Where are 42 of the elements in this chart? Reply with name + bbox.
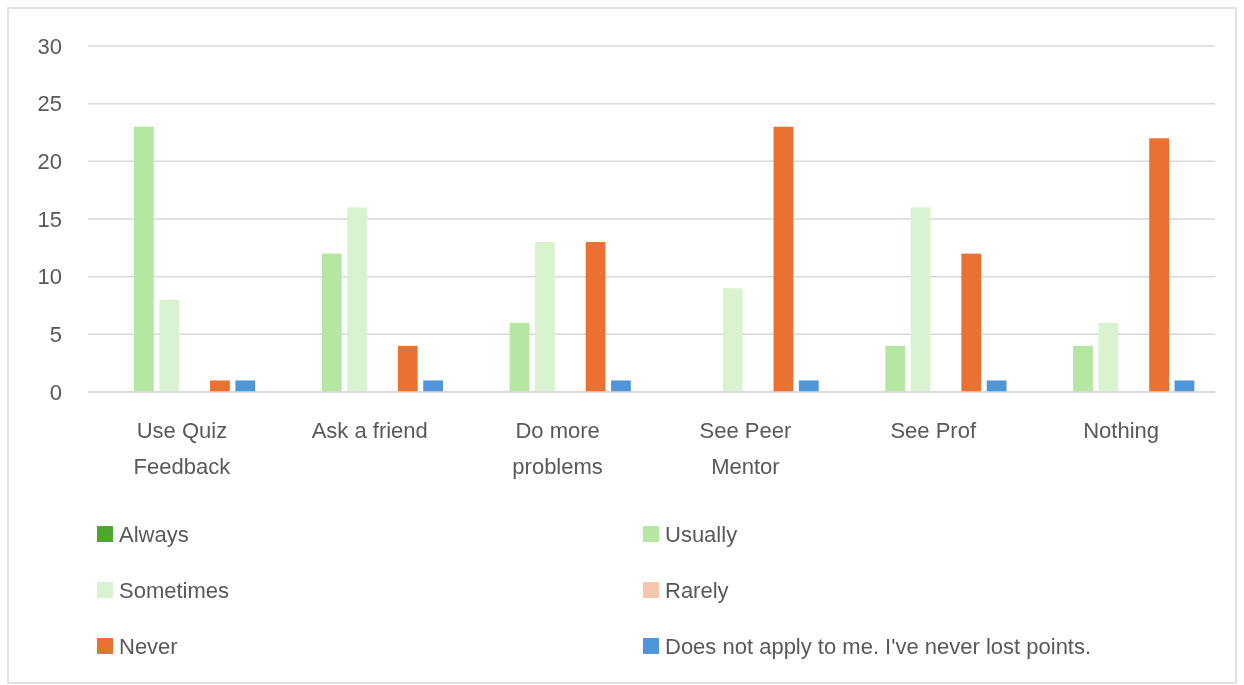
- bar: [611, 380, 631, 392]
- bar: [961, 253, 982, 392]
- bar: [986, 380, 1007, 392]
- bar: [210, 380, 230, 392]
- y-tick-label: 25: [37, 91, 62, 117]
- bar: [397, 345, 418, 392]
- y-tick-label: 0: [49, 379, 62, 405]
- x-tick-label: Nothing: [1083, 418, 1160, 443]
- y-tick-label: 5: [49, 322, 62, 348]
- bar: [321, 253, 342, 392]
- x-tick-label: See Prof: [890, 418, 977, 443]
- bar: [159, 299, 180, 392]
- x-tick-label: Ask a friend: [311, 418, 428, 443]
- bar: [1073, 345, 1093, 392]
- bar: [1098, 322, 1119, 392]
- bar: [1174, 380, 1195, 392]
- legend-label: Does not apply to me. I've never lost points.: [665, 633, 1092, 659]
- x-tick-label: Do more problems: [512, 418, 603, 479]
- bar: [235, 380, 256, 392]
- y-tick-label: 20: [37, 149, 62, 175]
- y-tick-label: 10: [37, 264, 62, 290]
- bar: [1149, 138, 1169, 392]
- bar: [509, 322, 530, 392]
- legend-label: Usually: [665, 521, 738, 547]
- legend-label: Sometimes: [119, 577, 230, 603]
- bar: [134, 126, 154, 392]
- x-tick-label: Use Quiz Feedback: [133, 418, 232, 479]
- bar: [798, 380, 819, 392]
- bar: [347, 207, 367, 392]
- legend-label: Rarely: [665, 577, 729, 603]
- bar: [910, 207, 931, 392]
- legend-label: Always: [119, 521, 189, 547]
- bar: [885, 345, 906, 392]
- bar: [773, 126, 794, 392]
- legend-label: Never: [119, 633, 178, 659]
- bar: [423, 380, 444, 392]
- y-tick-label: 15: [37, 206, 62, 232]
- bar: [535, 242, 555, 392]
- x-tick-label: See Peer Mentor: [699, 418, 792, 479]
- bar: [585, 242, 606, 392]
- bar: [722, 288, 743, 392]
- y-tick-label: 30: [37, 33, 62, 59]
